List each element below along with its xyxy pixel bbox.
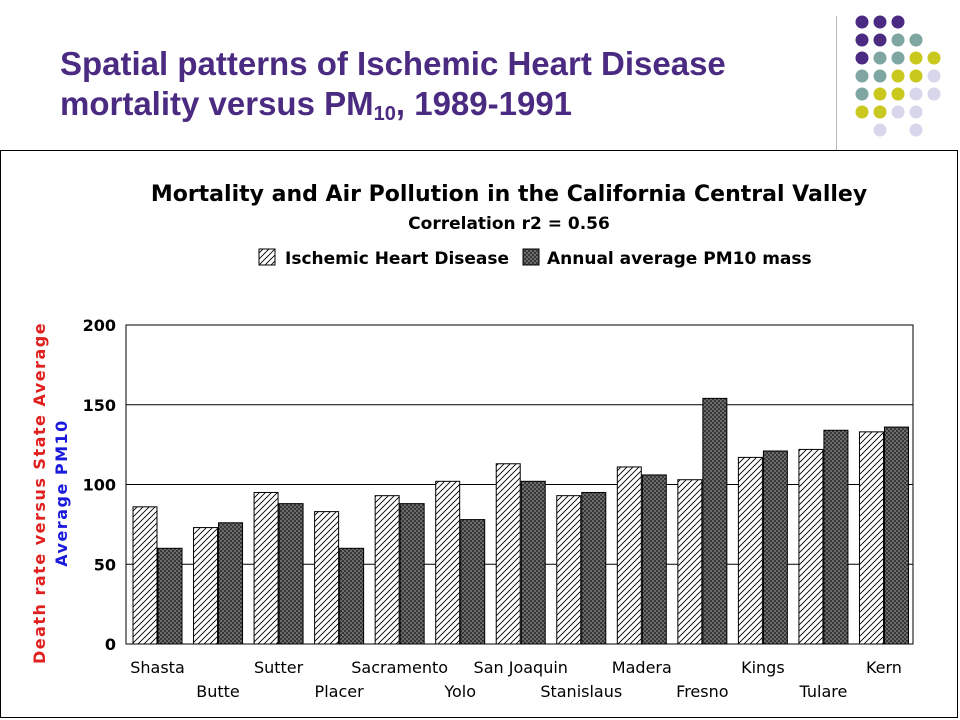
bar-pm10 (399, 503, 425, 645)
decorative-dot (873, 105, 887, 119)
y-tick-label: 150 (83, 396, 116, 415)
bar-pm10 (218, 522, 244, 645)
category-label: Yolo (443, 682, 476, 701)
category-label: Kern (866, 658, 902, 677)
decorative-dot (873, 69, 887, 83)
decorative-dot (909, 51, 923, 65)
category-labels: Shasta Butte Sutter Placer Sacramento Yolo San… (130, 658, 902, 701)
decorative-dot (873, 33, 887, 47)
decorative-dot (909, 105, 923, 119)
slide-title-subscript: 10 (373, 103, 396, 125)
category-label: Sacramento (351, 658, 448, 677)
y-tick-label: 0 (105, 635, 116, 654)
y-tick-label: 50 (94, 555, 116, 574)
bar-chart: Mortality and Air Pollution in the Calif… (30, 182, 914, 701)
bar-pm10 (883, 426, 909, 645)
slide-title: Spatial patterns of Ischemic Heart Disea… (60, 44, 820, 124)
legend-label-pm10: Annual average PM10 mass (547, 249, 812, 269)
decorative-dot (891, 33, 905, 47)
decorative-dot (873, 15, 887, 29)
bar-ihd (556, 495, 582, 645)
y-tick-label: 200 (83, 316, 116, 335)
bar-pm10 (581, 491, 607, 645)
category-label: Madera (612, 658, 672, 677)
category-label: Placer (315, 682, 365, 701)
category-label: San Joaquin (474, 658, 568, 677)
decorative-dot-grid (855, 15, 941, 137)
decorative-dot (855, 69, 869, 83)
decorative-dot (927, 51, 941, 65)
decorative-dot (927, 69, 941, 83)
category-label: Stanislaus (540, 682, 622, 701)
bar-pm10 (278, 503, 304, 645)
bar-ihd (495, 463, 521, 645)
bar-pm10 (339, 547, 365, 645)
bar-ihd (132, 506, 158, 645)
decorative-dot (909, 123, 923, 137)
decorative-dot (909, 69, 923, 83)
bar-ihd (253, 491, 279, 645)
y-tick-label: 100 (83, 476, 116, 495)
decorative-dot (873, 123, 887, 137)
bars (132, 397, 909, 645)
chart-subtitle: Correlation r2 = 0.56 (408, 214, 610, 234)
slide-title-line2: mortality versus PM10, 1989-1991 (60, 84, 820, 124)
legend-swatch-ihd (258, 248, 276, 266)
decorative-dot (873, 87, 887, 101)
chart-title: Mortality and Air Pollution in the Calif… (151, 182, 867, 207)
decorative-dot (909, 33, 923, 47)
chart-frame: Mortality and Air Pollution in the Calif… (0, 150, 958, 718)
bar-ihd (616, 466, 642, 645)
category-label: Sutter (254, 658, 304, 677)
decorative-dot (927, 87, 941, 101)
decorative-dot (855, 51, 869, 65)
bar-ihd (314, 511, 340, 645)
y-axis-ticks: 0 50 100 150 200 (83, 316, 116, 654)
decorative-dot (891, 105, 905, 119)
decorative-dot (855, 33, 869, 47)
category-label: Fresno (676, 682, 728, 701)
bar-ihd (193, 527, 219, 645)
bar-pm10 (823, 429, 849, 645)
category-label: Butte (196, 682, 240, 701)
bar-ihd (798, 448, 824, 645)
decorative-dot (891, 87, 905, 101)
slide-title-line2-suffix: , 1989-1991 (395, 85, 573, 122)
bar-pm10 (520, 480, 546, 645)
slide-title-line2-prefix: mortality versus PM (60, 85, 374, 122)
decorative-dot (909, 87, 923, 101)
decorative-dot (855, 87, 869, 101)
bar-pm10 (702, 397, 728, 645)
decorative-dot (855, 105, 869, 119)
legend-label-ihd: Ischemic Heart Disease (285, 249, 509, 269)
decorative-dot (891, 51, 905, 65)
bar-pm10 (460, 519, 486, 645)
decorative-dot (891, 69, 905, 83)
bar-ihd (677, 479, 703, 645)
bar-pm10 (157, 547, 183, 645)
bar-ihd (737, 456, 763, 645)
legend-swatch-pm10 (522, 248, 540, 266)
category-label: Tulare (799, 682, 848, 701)
bar-ihd (858, 431, 884, 645)
y-axis-title-line2: Average PM10 (52, 419, 71, 567)
decorative-dot (873, 51, 887, 65)
y-axis-title-line1: Death rate versus State Average (30, 322, 49, 664)
decorative-dot (891, 15, 905, 29)
bar-ihd (374, 495, 400, 645)
decorative-dot (855, 15, 869, 29)
bar-pm10 (762, 450, 788, 645)
bar-ihd (435, 480, 461, 645)
category-label: Shasta (130, 658, 185, 677)
y-axis-title: Death rate versus State Average Average … (30, 322, 71, 664)
header-divider (836, 16, 837, 156)
plot-area-border (125, 324, 914, 645)
legend: Ischemic Heart Disease Annual average PM… (258, 248, 812, 269)
slide-title-line1: Spatial patterns of Ischemic Heart Disea… (60, 45, 726, 82)
bar-pm10 (641, 474, 667, 645)
category-label: Kings (741, 658, 785, 677)
